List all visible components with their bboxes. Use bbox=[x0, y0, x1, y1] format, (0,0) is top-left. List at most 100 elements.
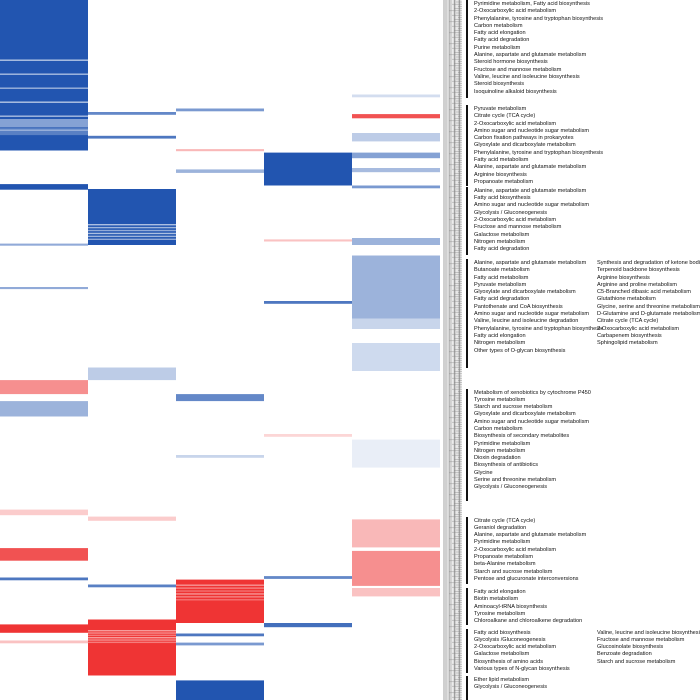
heatmap-block bbox=[0, 0, 88, 151]
pathway-label: Glyoxylate and dicarboxylate metabolism bbox=[474, 411, 576, 418]
heatmap-stripe bbox=[88, 112, 176, 115]
pathway-label: Pantothenate and CoA biosynthesis bbox=[474, 303, 563, 310]
pathway-label: Valine, leucine and isoleucine degradati… bbox=[474, 318, 579, 325]
heatmap-streak bbox=[88, 224, 176, 226]
pathway-label: C5-Branched dibasic acid metabolism bbox=[597, 289, 691, 296]
label-column: Pyruvate metabolism Citrate cycle (TCA cy… bbox=[474, 106, 603, 186]
group-bracket bbox=[466, 186, 468, 256]
pathway-label: Metabolism of xenobiotics by cytochrome … bbox=[474, 389, 591, 396]
pathway-label: Starch and sucrose metabolism bbox=[474, 568, 553, 575]
pathway-label: Geraniol degradation bbox=[474, 524, 527, 531]
pathway-label: Glyoxylate and dicarboxylate metabolism bbox=[474, 289, 576, 296]
pathway-label: Dioxin degradation bbox=[474, 455, 521, 462]
heatmap-streak bbox=[0, 59, 88, 61]
pathway-label: Valine, leucine and isoleucine biosynthe… bbox=[474, 73, 580, 80]
heatmap-stripe bbox=[352, 439, 440, 468]
pathway-label: Fatty acid degradation bbox=[474, 37, 530, 44]
pathway-label: beta-Alanine metabolism bbox=[474, 561, 536, 568]
heatmap-stripe bbox=[0, 119, 88, 128]
heatmap-block bbox=[264, 152, 352, 186]
heatmap-streak bbox=[176, 596, 264, 598]
heatmap-block bbox=[176, 680, 264, 700]
heatmap-streak bbox=[176, 599, 264, 601]
pathway-label: Nitrogen metabolism bbox=[474, 447, 526, 454]
heatmap-stripe bbox=[264, 301, 352, 304]
heatmap-stripe bbox=[176, 169, 264, 173]
label-column: Alanine, aspartate and glutamate metabol… bbox=[474, 260, 603, 355]
pathway-label: Biosynthesis of antibiotics bbox=[474, 462, 539, 469]
pathway-label: Fatty acid elongation bbox=[474, 332, 526, 339]
group-bracket bbox=[466, 388, 468, 501]
heatmap-stripe bbox=[0, 380, 88, 395]
heatmap-stripe bbox=[264, 576, 352, 579]
heatmap-stripe bbox=[352, 114, 440, 119]
heatmap-stripe bbox=[0, 548, 88, 561]
heatmap-stripe bbox=[352, 152, 440, 159]
heatmap-stripe bbox=[352, 550, 440, 586]
pathway-label: Fatty acid elongation bbox=[474, 30, 526, 37]
pathway-label: Pyruvate metabolism bbox=[474, 281, 527, 288]
heatmap-stripe bbox=[264, 239, 352, 242]
pathway-label: Fatty acid biosynthesis bbox=[474, 195, 531, 202]
pathway-label: Tyrosine metabolism bbox=[474, 396, 526, 403]
pathway-label: Alanine, aspartate and glutamate metabol… bbox=[474, 52, 587, 59]
heatmap-streak bbox=[88, 229, 176, 232]
pathway-label: Galactose metabolism bbox=[474, 651, 530, 658]
pathway-label: Citrate cycle (TCA cycle) bbox=[474, 113, 536, 120]
pathway-label: Phenylalanine, tyrosine and tryptophan b… bbox=[474, 149, 604, 156]
pathway-label: Glycolysis / Gluconeogenesis bbox=[474, 683, 548, 690]
pathway-label: Arginine biosynthesis bbox=[474, 171, 527, 178]
heatmap-stripe bbox=[176, 108, 264, 112]
pathway-label: Alanine, aspartate and glutamate metabol… bbox=[474, 532, 587, 539]
pathway-label: Nitrogen metabolism bbox=[474, 238, 526, 245]
heatmap-streak bbox=[176, 587, 264, 589]
heatmap-streak bbox=[0, 115, 88, 117]
heatmap-block bbox=[176, 579, 264, 623]
pathway-label: 2-Oxocarboxylic acid metabolism bbox=[474, 644, 557, 651]
pathway-label: Fatty acid metabolism bbox=[474, 157, 529, 164]
group-bracket bbox=[466, 516, 468, 585]
pathway-label: Fatty acid metabolism bbox=[474, 274, 529, 281]
heatmap-stripe bbox=[0, 243, 88, 246]
pathway-label: Glycine bbox=[474, 469, 493, 476]
pathway-label: Benzoate degradation bbox=[597, 651, 652, 658]
heatmap-stripe bbox=[176, 642, 264, 646]
pathway-label: Arginine and proline metabolism bbox=[597, 281, 677, 288]
pathway-label: Pyrimidine metabolism bbox=[474, 539, 531, 546]
heatmap-stripe bbox=[0, 640, 88, 644]
heatmap-stripe bbox=[352, 519, 440, 548]
heatmap-stripe bbox=[264, 623, 352, 628]
pathway-label: Biotin metabolism bbox=[474, 596, 519, 603]
heatmap-stripe bbox=[88, 367, 176, 381]
heatmap-streak bbox=[88, 232, 176, 235]
heatmap-streak bbox=[88, 226, 176, 229]
pathway-label: 2-Oxocarboxylic acid metabolism bbox=[474, 8, 557, 15]
heatmap-stripe bbox=[352, 588, 440, 597]
pathway-label: Chloroalkane and chloroalkene degradatio… bbox=[474, 618, 583, 625]
row-dendrogram bbox=[443, 0, 462, 700]
pathway-label: 2-Oxocarboxylic acid metabolism bbox=[474, 120, 557, 127]
pathway-label: Fatty acid degradation bbox=[474, 246, 530, 253]
pathway-label: D-Glutamine and D-glutamate metabolism bbox=[597, 311, 700, 318]
heatmap-streak bbox=[0, 73, 88, 75]
pathway-label: Fatty acid elongation bbox=[474, 589, 526, 595]
pathway-label: Fructose and mannose metabolism bbox=[474, 224, 562, 231]
pathway-label: Alanine, aspartate and glutamate metabol… bbox=[474, 187, 587, 194]
label-column: Valine, leucine and isoleucine biosynthe… bbox=[597, 630, 700, 666]
heatmap-stripe bbox=[88, 516, 176, 521]
pathway-label: Pyrimidine metabolism, Fatty acid biosyn… bbox=[474, 1, 590, 7]
heatmap-streak bbox=[88, 235, 176, 238]
heatmap-streak bbox=[88, 632, 176, 634]
group-bracket bbox=[466, 675, 468, 700]
label-column: Fatty acid elongation Biotin metabolism Am… bbox=[474, 589, 582, 625]
pathway-label: Galactose metabolism bbox=[474, 231, 530, 238]
label-column: Synthesis and degradation of ketone bodi… bbox=[597, 260, 700, 348]
pathway-label: Starch and sucrose metabolism bbox=[597, 658, 676, 665]
pathway-label: Aminoacyl-tRNA biosynthesis bbox=[474, 603, 548, 610]
pathway-label: Terpenoid backbone biosynthesis bbox=[597, 267, 680, 274]
group-bracket bbox=[466, 0, 468, 98]
pathway-label: Purine metabolism bbox=[474, 44, 521, 51]
label-column: Metabolism of xenobiotics by cytochrome … bbox=[474, 390, 591, 492]
pathway-label: Fructose and mannose metabolism bbox=[474, 66, 562, 73]
